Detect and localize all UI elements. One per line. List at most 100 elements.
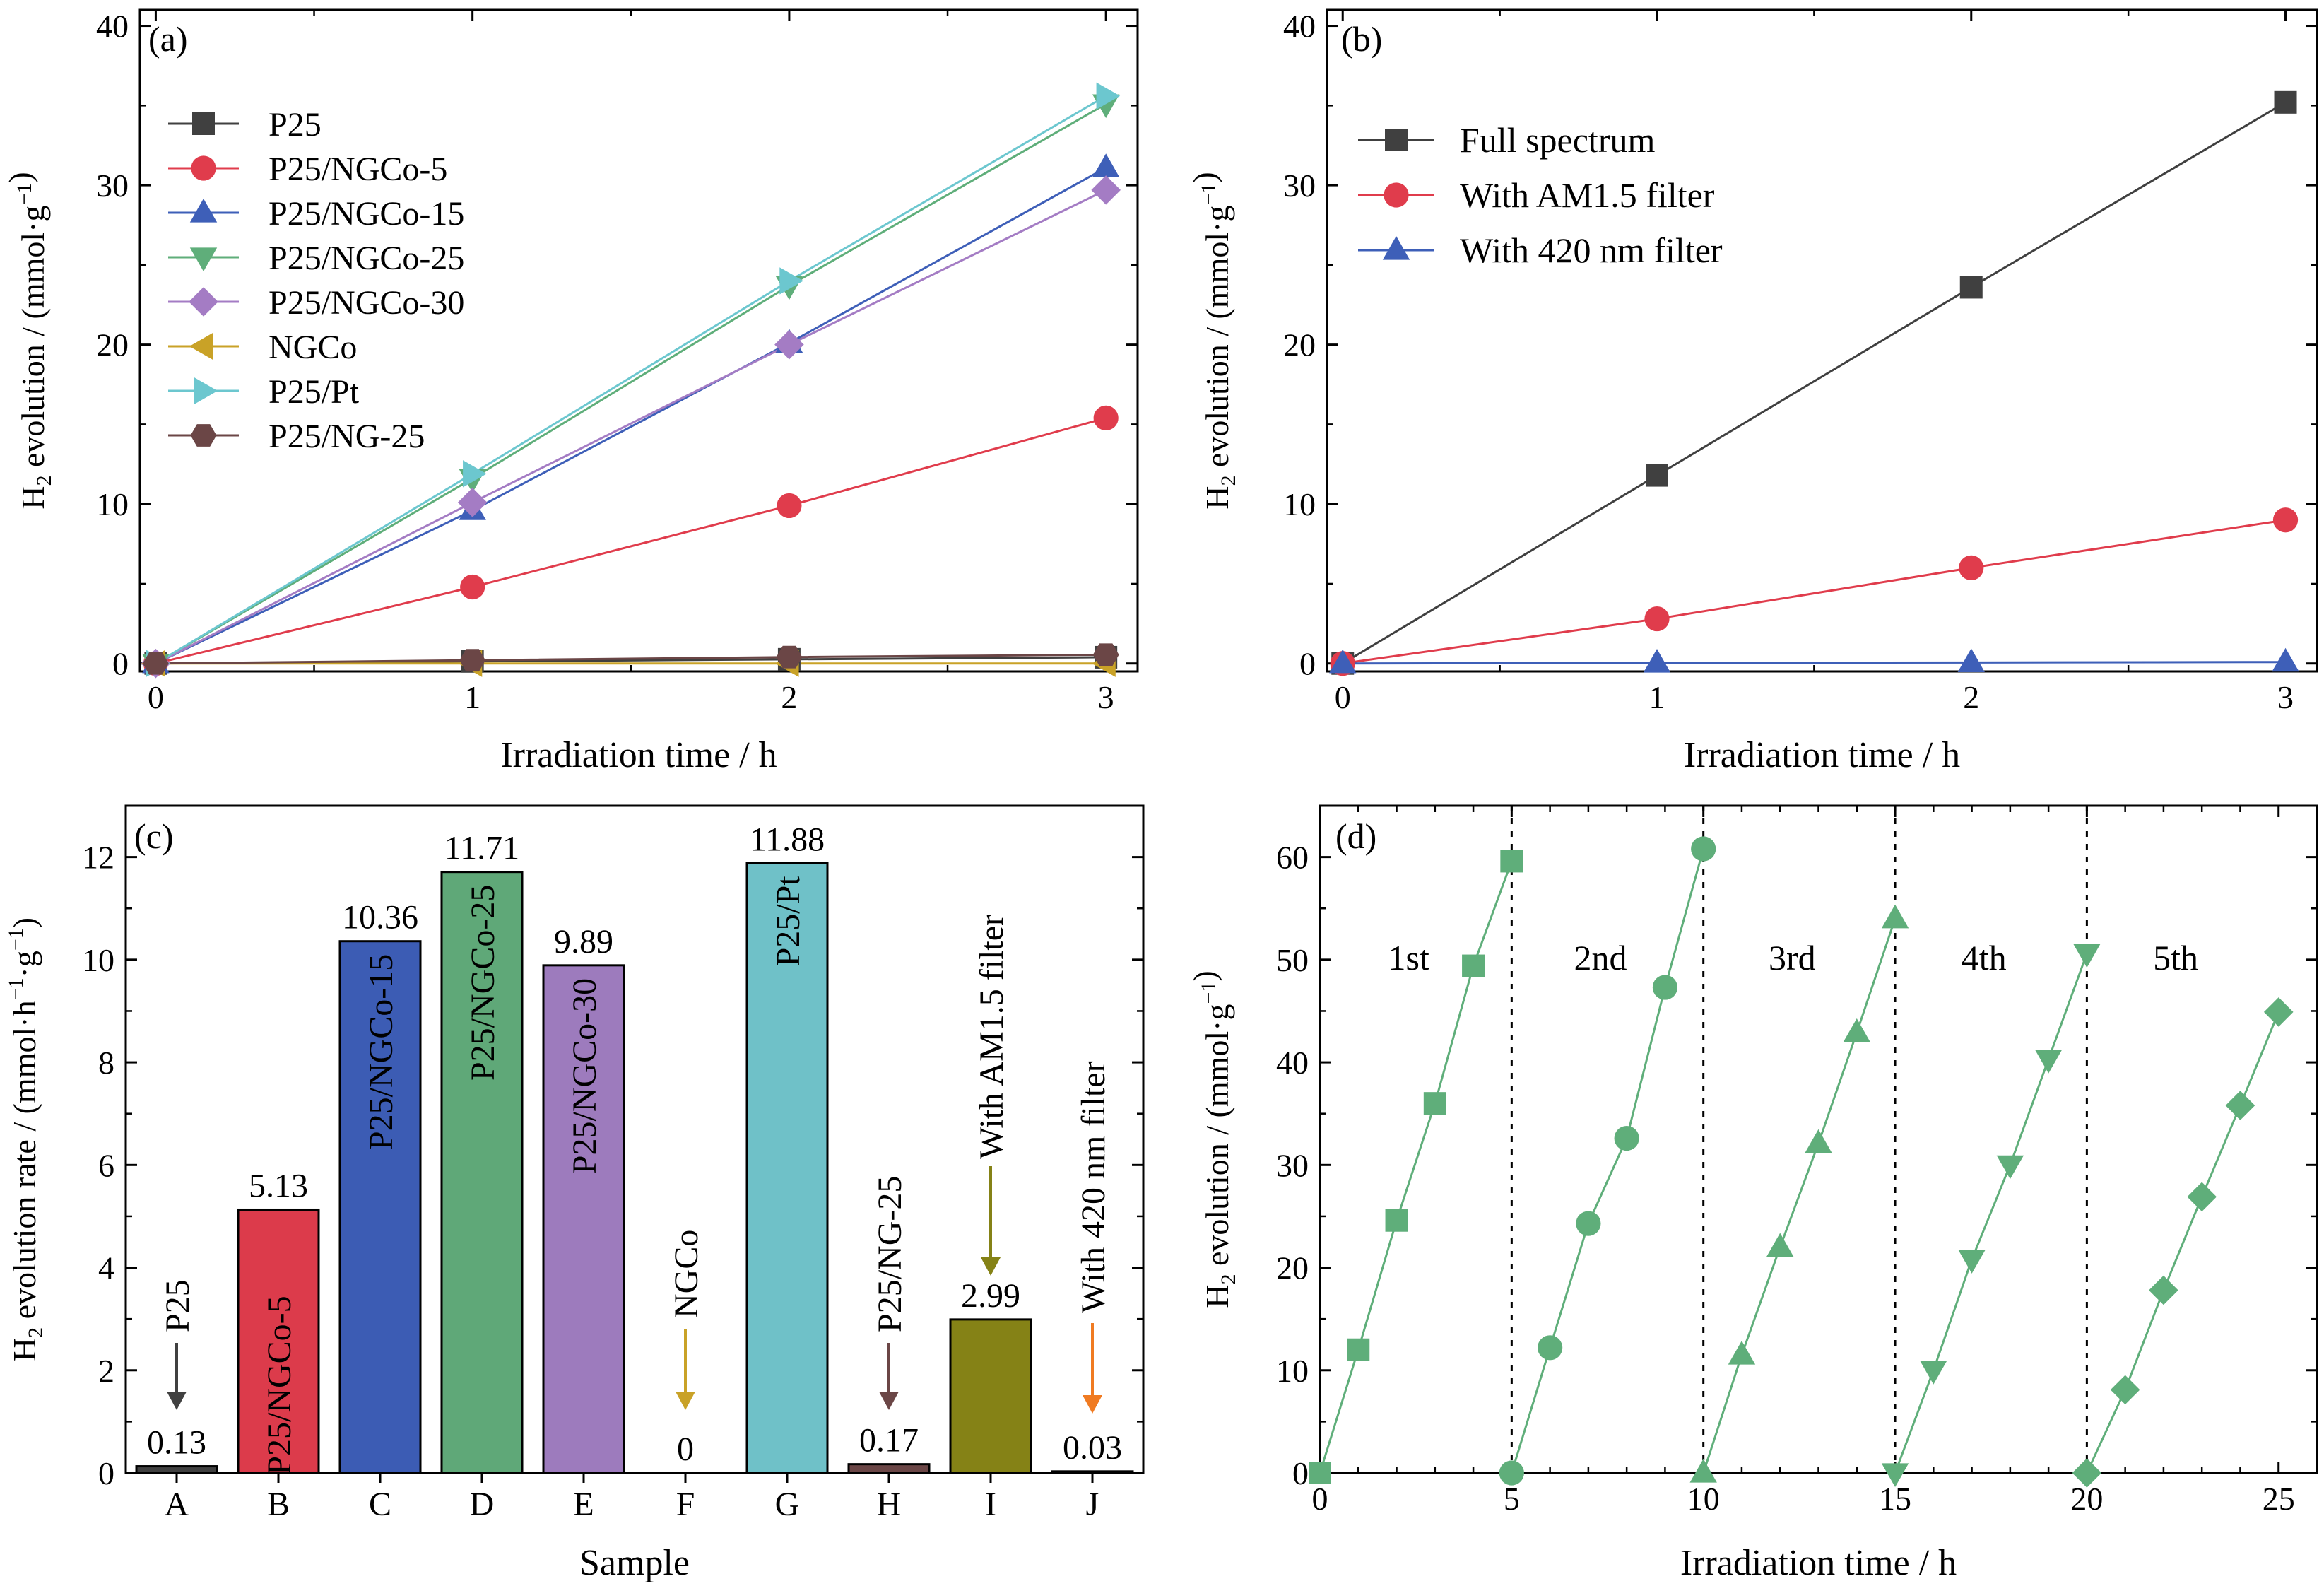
panel-d-x-tick-label: 25 <box>2263 1481 2295 1517</box>
panel-a-series-line <box>155 653 1107 665</box>
panel-b-plot-frame <box>1326 8 2318 673</box>
panel-d-data-point <box>1920 1361 1947 1385</box>
panel-a-series-line <box>155 95 1107 665</box>
panel-c-x-tick-label: B <box>267 1486 290 1523</box>
panel-d-y-tick-label: 0 <box>1292 1455 1309 1491</box>
panel-c-bar <box>135 1465 218 1474</box>
panel-a-legend-marker <box>189 199 218 223</box>
panel-d-data-point <box>1805 1129 1832 1153</box>
panel-d-data-point <box>1728 1340 1756 1365</box>
panel-d-data-point <box>2187 1182 2217 1212</box>
panel-c-x-tick-label: C <box>369 1486 391 1523</box>
panel-d-y-axis-label: H2 evolution / (mmol·g−1) <box>1186 970 1240 1308</box>
panel-a-x-tick-label: 2 <box>781 679 797 715</box>
panel-b-y-tick-label: 40 <box>1283 8 1316 45</box>
panel-a-legend-entry: NGCo <box>269 329 357 366</box>
panel-c-arrow-head <box>676 1392 695 1410</box>
panel-b-y-tick-label: 0 <box>1299 646 1316 682</box>
panel-c-arrow-head <box>167 1392 187 1410</box>
panel-a-legend-entry: P25/NGCo-5 <box>269 151 447 188</box>
panel-a-legend-marker <box>189 332 213 360</box>
panel-b-x-tick-label: 1 <box>1649 679 1665 715</box>
panel-d-y-tick-label: 20 <box>1276 1250 1309 1286</box>
panel-d-y-tick-label: 10 <box>1276 1353 1309 1389</box>
panel-c-x-tick-label: G <box>775 1486 800 1523</box>
panel-c-bar-label: P25/Pt <box>769 876 807 967</box>
panel-c-arrow-head <box>981 1257 1001 1276</box>
panel-b-data-point <box>1646 464 1668 487</box>
panel-c-arrow-head <box>1083 1395 1102 1414</box>
panel-a-data-point <box>463 460 487 488</box>
panel-a-legend-entry: P25/Pt <box>269 373 360 411</box>
panel-c-y-tick-label: 8 <box>98 1045 114 1081</box>
panel-c-sample-label: P25 <box>159 1279 196 1332</box>
panel-a-y-tick-label: 10 <box>96 486 129 522</box>
panel-b-legend-marker <box>1384 182 1409 208</box>
panel-c-bar <box>338 940 422 1474</box>
panel-b-x-tick-label: 2 <box>1963 679 1979 715</box>
panel-c-bar <box>440 871 524 1474</box>
panel-d-data-point <box>1881 1463 1909 1487</box>
panel-a-series-line <box>155 102 1107 665</box>
panel-d-data-point <box>1614 1125 1639 1151</box>
panel-c-bar <box>237 1208 320 1474</box>
panel-c-bar <box>847 1463 931 1474</box>
panel-c-y-axis-label: H2 evolution rate / (mmol·h−1·g−1) <box>4 917 47 1361</box>
panel-a-data-point <box>776 645 803 669</box>
panel-a-x-axis-label: Irradiation time / h <box>500 735 777 775</box>
panel-c-value-label: 11.71 <box>444 830 519 867</box>
panel-d-series-line <box>1319 860 1513 1474</box>
panel-d-data-point <box>2034 1050 2063 1074</box>
panel-d-data-point <box>2263 997 2294 1027</box>
panel-c-x-tick-label: A <box>165 1486 189 1523</box>
panel-b-series-line <box>1343 519 2286 665</box>
panel-d-data-point <box>1958 1250 1986 1274</box>
panel-a-data-point <box>779 267 803 295</box>
panel-b-data-point <box>1959 276 1983 299</box>
panel-d-series-line <box>2086 1011 2280 1474</box>
panel-c-arrow-head <box>879 1392 899 1410</box>
panel-b-data-point <box>1957 648 1985 672</box>
panel-c-bar-label: P25/NGCo-15 <box>362 954 400 1150</box>
panel-c-sample-label: With AM1.5 filter <box>973 915 1010 1159</box>
panel-a-x-tick-label: 0 <box>148 679 164 715</box>
panel-d-series-line <box>1510 848 1705 1474</box>
panel-a-y-tick-label: 20 <box>96 327 129 363</box>
panel-b-legend-entry: With AM1.5 filter <box>1460 175 1715 215</box>
panel-a-data-point <box>1096 82 1121 110</box>
panel-b-label: (b) <box>1341 19 1382 59</box>
panel-b-y-axis-label: H2 evolution / (mmol·g−1) <box>1186 172 1240 510</box>
panel-b-series-line <box>1342 101 2287 665</box>
panel-a-legend-entry: P25 <box>269 106 322 143</box>
panel-c-x-tick-label: I <box>985 1486 996 1523</box>
panel-d-label: (d) <box>1335 816 1376 856</box>
panel-d-data-point <box>1423 1092 1446 1115</box>
panel-c-value-label: 9.89 <box>554 923 613 961</box>
panel-d-y-tick-label: 30 <box>1276 1147 1309 1183</box>
panel-b-x-tick-label: 0 <box>1335 679 1351 715</box>
panel-c-x-tick-label: D <box>470 1486 495 1523</box>
panel-d-data-point <box>1766 1233 1794 1257</box>
panel-a-y-axis-label: H2 evolution / (mmol·g−1) <box>2 172 56 510</box>
panel-b-legend-entry: Full spectrum <box>1460 120 1655 160</box>
panel-d-y-tick-label: 40 <box>1276 1045 1309 1081</box>
panel-d-cycle-label: 5th <box>2153 938 2198 977</box>
panel-a-data-point <box>777 493 802 519</box>
panel-a-data-point <box>459 649 486 672</box>
panel-d-series-line <box>1894 953 2088 1474</box>
panel-c-y-tick-label: 6 <box>98 1147 114 1183</box>
panel-b-legend-marker <box>1382 236 1410 260</box>
panel-c-label: (c) <box>134 816 174 856</box>
panel-c-x-tick-label: F <box>676 1486 695 1523</box>
panel-c-x-tick-label: E <box>573 1486 594 1523</box>
panel-d-cycle-label: 2nd <box>1574 938 1627 977</box>
panel-d-data-point <box>1500 850 1523 873</box>
panel-a-data-point <box>1093 405 1119 430</box>
panel-d-data-point <box>2073 944 2101 968</box>
panel-d-x-tick-label: 5 <box>1504 1481 1520 1517</box>
panel-d-data-point <box>1538 1335 1563 1361</box>
panel-c-x-tick-label: H <box>877 1486 902 1523</box>
panel-a-legend-marker <box>192 112 215 135</box>
panel-a-data-point <box>143 652 169 675</box>
panel-c-value-label: 2.99 <box>961 1277 1020 1315</box>
